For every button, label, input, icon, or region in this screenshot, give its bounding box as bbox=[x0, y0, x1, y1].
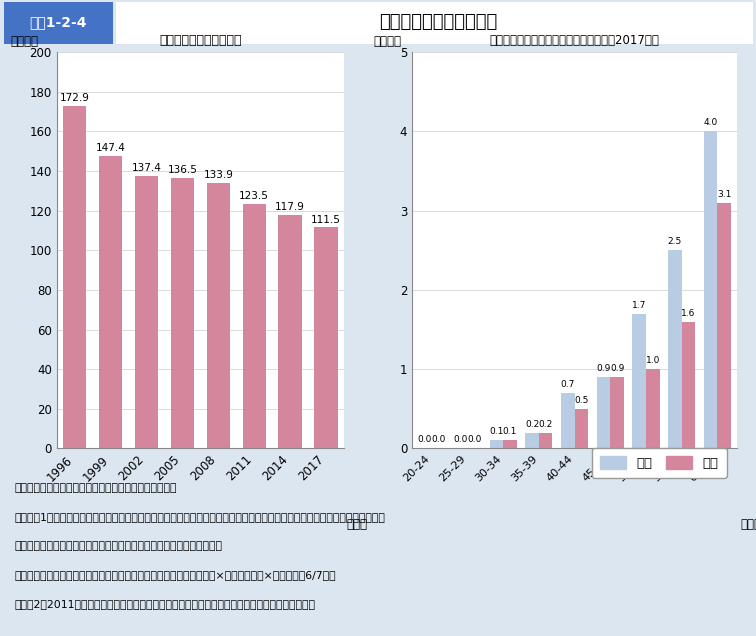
Text: 4.0: 4.0 bbox=[704, 118, 717, 127]
Bar bbox=[171, 178, 194, 448]
Bar bbox=[135, 176, 158, 448]
Text: い者を含む。）の数を次の算式により推計したものである。: い者を含む。）の数を次の算式により推計したものである。 bbox=[15, 541, 223, 551]
Legend: 男性, 女性: 男性, 女性 bbox=[592, 448, 727, 478]
Bar bbox=[206, 183, 230, 448]
Text: 0.5: 0.5 bbox=[574, 396, 588, 404]
Text: 脳血管疾患患者数の状況: 脳血管疾患患者数の状況 bbox=[380, 13, 497, 31]
Text: （歳）: （歳） bbox=[740, 518, 756, 530]
Text: 0.0: 0.0 bbox=[418, 436, 432, 445]
Text: 0.0: 0.0 bbox=[431, 436, 445, 445]
Bar bbox=[539, 432, 553, 448]
Bar bbox=[561, 393, 575, 448]
Bar bbox=[717, 203, 731, 448]
Text: 総患者数＝入院患者数＋初診外来患者数＋（再来外来患者数×平均診療間隔×調整係数（6/7））: 総患者数＝入院患者数＋初診外来患者数＋（再来外来患者数×平均診療間隔×調整係数（… bbox=[15, 570, 336, 580]
Text: 172.9: 172.9 bbox=[60, 93, 90, 103]
Text: 147.4: 147.4 bbox=[95, 143, 125, 153]
Bar bbox=[503, 441, 516, 448]
Bar bbox=[668, 251, 682, 448]
Text: 0.1: 0.1 bbox=[503, 427, 517, 436]
Bar bbox=[490, 441, 503, 448]
Text: 3.1: 3.1 bbox=[717, 190, 731, 199]
Text: （年）: （年） bbox=[347, 518, 368, 530]
Text: 資料：厚生労働省政策統括官付保健統計室「患者調査」: 資料：厚生労働省政策統括官付保健統計室「患者調査」 bbox=[15, 483, 178, 494]
Bar bbox=[633, 314, 646, 448]
Text: 123.5: 123.5 bbox=[239, 191, 269, 201]
Text: 137.4: 137.4 bbox=[132, 163, 162, 173]
Title: 脳血管疾患患者数の推移: 脳血管疾患患者数の推移 bbox=[159, 34, 242, 47]
Bar bbox=[575, 409, 588, 448]
Bar bbox=[243, 204, 266, 448]
Bar bbox=[63, 106, 86, 448]
Text: 2．2011年の数値は、宮城県の石巻医療圏、気仙沼医療圏及び福島県を除いた数値である。: 2．2011年の数値は、宮城県の石巻医療圏、気仙沼医療圏及び福島県を除いた数値で… bbox=[15, 598, 316, 609]
Bar bbox=[704, 132, 717, 448]
FancyBboxPatch shape bbox=[4, 2, 113, 44]
Text: 図表1-2-4: 図表1-2-4 bbox=[29, 15, 87, 29]
Text: 0.9: 0.9 bbox=[596, 364, 611, 373]
Text: 1.0: 1.0 bbox=[646, 356, 660, 365]
Text: （万人）: （万人） bbox=[11, 35, 39, 48]
FancyBboxPatch shape bbox=[116, 2, 753, 44]
Bar bbox=[596, 377, 610, 448]
Bar bbox=[682, 322, 696, 448]
Text: 0.1: 0.1 bbox=[489, 427, 503, 436]
Text: 0.2: 0.2 bbox=[525, 420, 539, 429]
Text: （注）　1．患者数（総患者数）は、調査日現在において、継続的に医療を受けている者（調査日には医療施設で受療していな: （注） 1．患者数（総患者数）は、調査日現在において、継続的に医療を受けている者… bbox=[15, 512, 386, 522]
Text: 133.9: 133.9 bbox=[203, 170, 234, 180]
Text: 1.7: 1.7 bbox=[632, 301, 646, 310]
Text: 117.9: 117.9 bbox=[275, 202, 305, 212]
Bar bbox=[278, 215, 302, 448]
Text: 0.7: 0.7 bbox=[561, 380, 575, 389]
Bar bbox=[646, 369, 659, 448]
Text: 111.5: 111.5 bbox=[311, 214, 341, 225]
Bar bbox=[525, 432, 539, 448]
Text: 0.0: 0.0 bbox=[467, 436, 482, 445]
Text: 136.5: 136.5 bbox=[167, 165, 197, 175]
Bar bbox=[610, 377, 624, 448]
Text: 0.0: 0.0 bbox=[454, 436, 468, 445]
Text: 0.9: 0.9 bbox=[610, 364, 624, 373]
Text: （万人）: （万人） bbox=[373, 35, 401, 48]
Text: 1.6: 1.6 bbox=[681, 308, 696, 317]
Bar bbox=[314, 228, 338, 448]
Title: 性別・年齢階級別　脳血管疾患患者数（2017年）: 性別・年齢階級別 脳血管疾患患者数（2017年） bbox=[490, 34, 659, 47]
Bar bbox=[99, 156, 122, 448]
Text: 2.5: 2.5 bbox=[668, 237, 682, 246]
Text: 0.2: 0.2 bbox=[538, 420, 553, 429]
